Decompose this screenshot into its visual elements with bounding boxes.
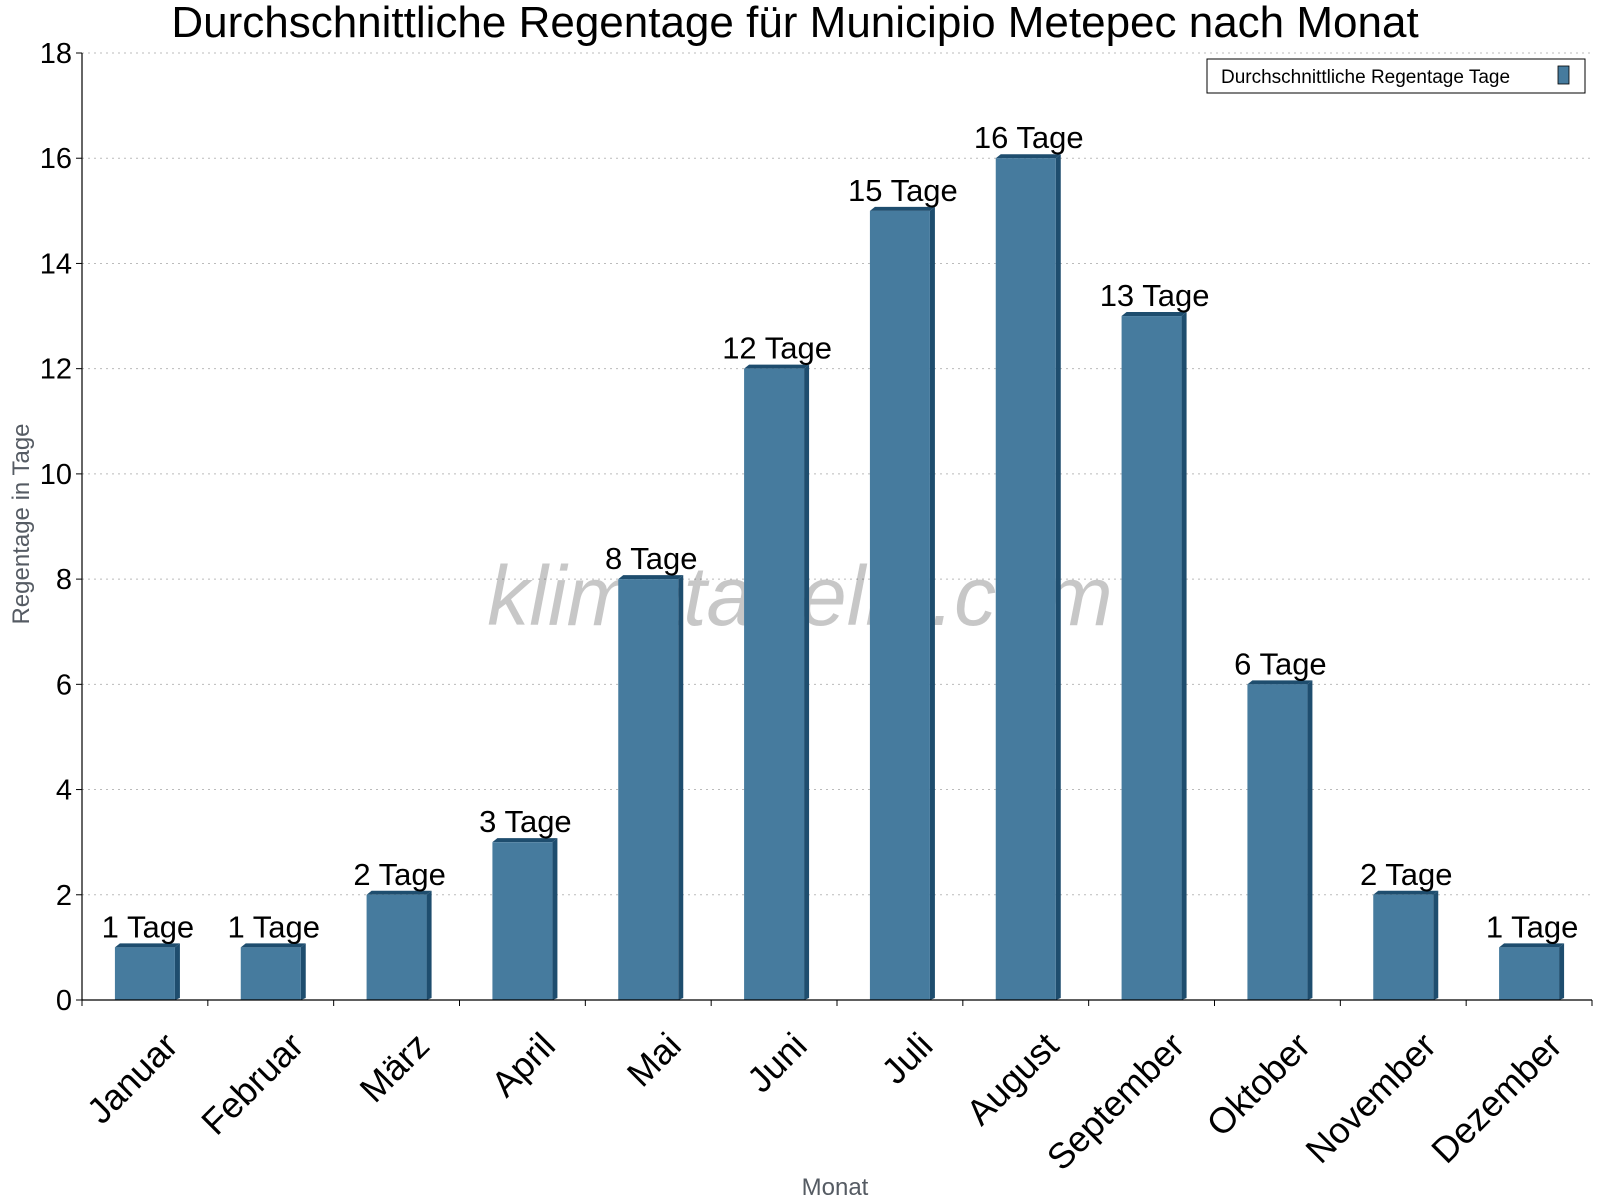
bar	[1121, 312, 1187, 1000]
bar	[1499, 943, 1565, 1000]
bar-front	[240, 947, 301, 1000]
x-tick-label: August	[958, 1025, 1066, 1133]
bar-front	[366, 894, 427, 1000]
bar-side	[1307, 680, 1313, 1000]
bar-top	[366, 890, 432, 895]
bar	[240, 943, 306, 1000]
bar-top	[1247, 680, 1313, 685]
x-tick-label: Februar	[193, 1025, 311, 1143]
bar-top	[1499, 943, 1565, 948]
x-tick-label: April	[483, 1025, 563, 1105]
bar-side	[1181, 312, 1187, 1000]
bar	[744, 364, 810, 1001]
data-label: 1 Tage	[102, 909, 195, 944]
y-tick-label: 6	[56, 669, 72, 701]
bar-front	[1247, 684, 1308, 1000]
y-tick-label: 12	[40, 354, 72, 386]
bar-top	[618, 575, 684, 580]
x-tick-label: Juni	[739, 1025, 815, 1101]
bar-top	[744, 364, 810, 369]
data-labels: 1 Tage 1 Tage 2 Tage 3 Tage 8 Tage 12 Tage 15 …	[102, 120, 1579, 944]
bar-side	[426, 890, 432, 1000]
bar-front	[995, 158, 1056, 1000]
bar-side	[1055, 154, 1061, 1000]
bar	[869, 206, 935, 1001]
bar-side	[174, 943, 180, 1000]
x-tick-label: Juli	[873, 1025, 940, 1092]
bar-front	[618, 579, 679, 1000]
bar-front	[1373, 894, 1434, 1000]
chart-title: Durchschnittliche Regentage für Municipi…	[171, 0, 1418, 47]
grid-lines	[82, 52, 1592, 896]
x-tick-label: November	[1297, 1025, 1443, 1171]
data-label: 1 Tage	[1486, 909, 1579, 944]
bar	[366, 890, 432, 1000]
bar-side	[929, 206, 935, 1001]
data-label: 15 Tage	[848, 173, 958, 208]
bar-top	[869, 206, 935, 211]
bar-side	[1559, 943, 1565, 1000]
bar-top	[114, 943, 180, 948]
y-tick-label: 16	[40, 143, 72, 175]
bar-front	[492, 842, 553, 1000]
x-tick-label: Mai	[619, 1025, 689, 1095]
data-label: 13 Tage	[1100, 278, 1210, 313]
data-label: 8 Tage	[605, 541, 698, 576]
legend-label: Durchschnittliche Regentage Tage	[1221, 67, 1510, 88]
data-label: 16 Tage	[974, 120, 1084, 155]
bar-front	[1499, 947, 1560, 1000]
data-label: 1 Tage	[227, 909, 320, 944]
bar-side	[552, 838, 558, 1000]
bar-front	[869, 210, 930, 1001]
data-label: 2 Tage	[353, 857, 446, 892]
bar-top	[1373, 890, 1439, 895]
x-tick-label: Dezember	[1423, 1025, 1569, 1171]
data-label: 2 Tage	[1360, 857, 1453, 892]
x-tick-label: September	[1039, 1025, 1193, 1179]
x-tick-label: Oktober	[1198, 1025, 1318, 1145]
bar-top	[492, 838, 558, 843]
bar	[1373, 890, 1439, 1000]
bar	[618, 575, 684, 1000]
data-label: 3 Tage	[479, 804, 572, 839]
bar-side	[804, 364, 810, 1001]
bar-top	[995, 154, 1061, 159]
bar	[1247, 680, 1313, 1000]
bar	[995, 154, 1061, 1000]
y-tick-label: 14	[40, 248, 72, 280]
data-label: 6 Tage	[1234, 646, 1327, 681]
bar-side	[678, 575, 684, 1000]
x-tick-label: März	[352, 1025, 438, 1111]
y-tick-label: 18	[40, 38, 72, 70]
bar-front	[744, 368, 805, 1001]
bar	[492, 838, 558, 1000]
bar-side	[1433, 890, 1439, 1000]
y-tick-label: 0	[56, 985, 72, 1017]
legend-box	[1206, 58, 1586, 94]
data-label: 12 Tage	[722, 331, 832, 366]
y-tick-label: 2	[56, 880, 72, 912]
legend: Durchschnittliche Regentage Tage	[1206, 58, 1586, 94]
y-axis-title: Regentage in Tage	[8, 423, 35, 624]
y-tick-label: 10	[40, 459, 72, 491]
y-tick-label: 4	[56, 775, 72, 807]
bar-front	[114, 947, 175, 1000]
bar-top	[1121, 312, 1187, 317]
bar-front	[1121, 316, 1182, 1000]
legend-swatch	[1557, 65, 1570, 85]
y-tick-label: 8	[56, 564, 72, 596]
bar-top	[240, 943, 306, 948]
x-axis-title: Monat	[802, 1174, 869, 1200]
bars	[114, 154, 1565, 1001]
bar	[114, 943, 180, 1000]
x-tick-label: Januar	[79, 1025, 186, 1132]
bar-side	[300, 943, 306, 1000]
